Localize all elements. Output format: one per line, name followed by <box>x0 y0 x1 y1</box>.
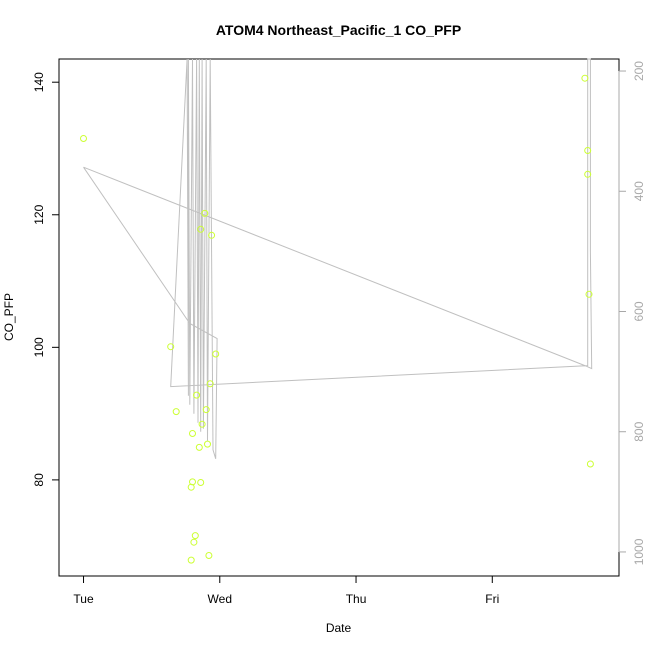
plot-frame <box>58 58 620 577</box>
profile-series <box>83 58 593 459</box>
data-point <box>193 391 201 399</box>
data-point <box>201 209 209 217</box>
y-tick-label: 100 <box>32 337 46 357</box>
y2-tick-label: 800 <box>632 421 646 441</box>
data-point <box>172 408 180 416</box>
point-series <box>80 74 594 564</box>
y2-tick-label: 200 <box>632 61 646 81</box>
data-point <box>187 556 195 564</box>
data-point <box>190 538 198 546</box>
x-tick-label: Tue <box>73 592 94 606</box>
data-point <box>205 552 213 559</box>
data-point <box>212 350 220 358</box>
data-point <box>189 430 196 437</box>
data-point <box>584 170 592 178</box>
data-point <box>195 443 203 451</box>
y-tick-label: 140 <box>32 72 46 92</box>
y2-tick-label: 600 <box>632 301 646 321</box>
x-tick-label: Wed <box>208 592 232 606</box>
data-point <box>202 406 210 414</box>
y-axis-label: CO_PFP <box>2 293 16 341</box>
data-point <box>191 532 199 540</box>
data-point <box>585 290 593 298</box>
data-point <box>189 478 196 486</box>
data-point <box>584 147 592 154</box>
profile-line <box>83 58 593 459</box>
y-tick-label: 120 <box>32 204 46 224</box>
data-point <box>581 74 589 82</box>
data-point <box>198 420 206 428</box>
data-point <box>197 225 205 233</box>
y-tick-label: 80 <box>32 473 46 487</box>
data-point <box>80 135 87 142</box>
chart-title: ATOM4 Northeast_Pacific_1 CO_PFP <box>216 22 461 38</box>
x-tick-label: Thu <box>346 592 367 606</box>
data-point <box>204 440 211 448</box>
x-axis-label: Date <box>326 621 352 635</box>
data-point <box>197 479 205 486</box>
y2-tick-label: 1000 <box>632 538 646 565</box>
data-point <box>586 460 594 468</box>
x-axis: Tue Wed Thu Fri <box>73 575 499 606</box>
data-point <box>206 380 214 388</box>
y-axis: 80 100 120 140 <box>32 72 60 487</box>
y2-tick-label: 400 <box>632 181 646 201</box>
data-point <box>208 231 216 239</box>
y2-axis: 200 400 600 800 1000 <box>618 61 646 565</box>
x-tick-label: Fri <box>485 592 499 606</box>
data-point <box>167 343 175 351</box>
